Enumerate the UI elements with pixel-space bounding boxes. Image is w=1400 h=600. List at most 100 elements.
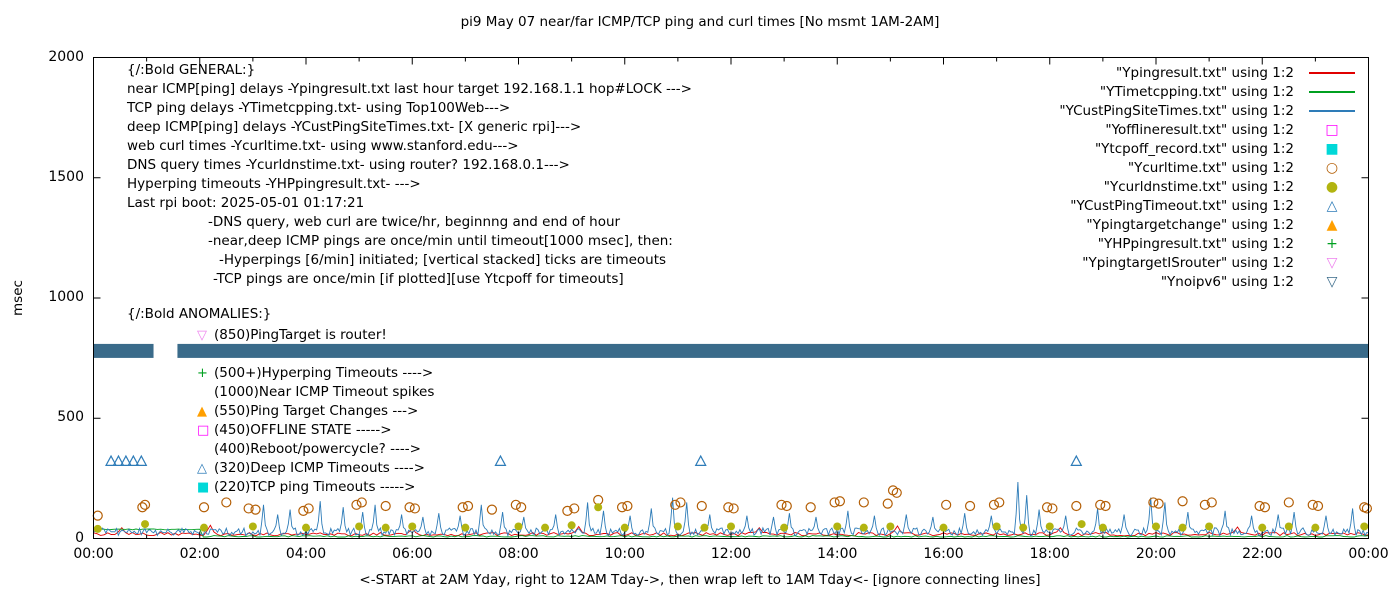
series-Ycurltime.txt xyxy=(569,503,580,514)
series-YCustPingTimeout.txt xyxy=(119,454,132,466)
anomaly-line: (400)Reboot/powercycle? ----> xyxy=(197,441,421,460)
series-Ycurltime.txt xyxy=(675,497,686,508)
series-Ycurltime.txt xyxy=(834,496,846,507)
series-Ycurltime.txt xyxy=(988,499,1000,510)
series-Ycurltime.txt xyxy=(941,499,952,510)
series-Ycurldnstime.txt xyxy=(1284,522,1293,531)
legend-item: "Ycurldnstime.txt" using 1:2 ● xyxy=(1104,177,1360,196)
general-note-line: Last rpi boot: 2025-05-01 01:17:21 xyxy=(127,195,365,211)
legend-item: "YCustPingTimeout.txt" using 1:2 △ xyxy=(1070,196,1360,215)
y-tick-label: 2000 xyxy=(48,48,84,65)
series-Ycurltime.txt xyxy=(1259,502,1271,513)
series-YTimetcpping.txt xyxy=(93,528,1369,538)
general-note-line: Hyperping timeouts -YHPpingresult.txt- -… xyxy=(127,176,421,192)
series-Ycurltime.txt xyxy=(1283,497,1294,508)
legend-item: "Ypingresult.txt" using 1:2 xyxy=(1116,63,1360,82)
legend-item-label: "Ypingtargetchange" using 1:2 xyxy=(1086,216,1294,233)
legend-marker-filled-circle: ● xyxy=(1325,178,1339,195)
series-Ycurldnstime.txt xyxy=(620,523,629,532)
x-tick-label: 22:00 xyxy=(1242,546,1283,562)
legend-item-label: "Yofflineresult.txt" using 1:2 xyxy=(1105,121,1294,138)
series-Ycurldnstime.txt xyxy=(833,522,842,531)
series-Ycurldnstime.txt xyxy=(1077,520,1086,529)
anomaly-text: (400)Reboot/powercycle? ----> xyxy=(214,441,421,457)
series-Ycurltime.txt xyxy=(1307,499,1318,510)
anomaly-text: (550)Ping Target Changes ---> xyxy=(214,403,419,419)
series-Ycurldnstime.txt xyxy=(567,521,576,530)
series-Ycurltime.txt xyxy=(298,505,309,516)
legend-item: "Yofflineresult.txt" using 1:2 □ xyxy=(1105,120,1360,139)
general-note-line: {/:Bold GENERAL:} xyxy=(127,62,256,78)
series-Ycurltime.txt xyxy=(303,503,314,514)
x-tick-label: 16:00 xyxy=(923,546,964,562)
legend-item: "Ytcpoff_record.txt" using 1:2 ■ xyxy=(1095,139,1360,158)
series-YCustPingTimeout.txt xyxy=(112,454,125,466)
legend-item-label: "Ycurldnstime.txt" using 1:2 xyxy=(1103,178,1294,195)
general-note-line: DNS query times -Ycurldnstime.txt- using… xyxy=(127,157,570,173)
series-Ycurltime.txt xyxy=(409,503,421,514)
series-Ycurltime.txt xyxy=(858,497,869,508)
series-Ycurldnstime.txt xyxy=(1019,523,1028,532)
legend-item-label: "YTimetcpping.txt" using 1:2 xyxy=(1099,83,1294,100)
anomaly-text: (1000)Near ICMP Timeout spikes xyxy=(214,384,435,400)
series-Ycurltime.txt xyxy=(1100,500,1111,512)
series-Ycurldnstime.txt xyxy=(859,523,868,532)
chart-title: pi9 May 07 near/far ICMP/TCP ping and cu… xyxy=(460,14,940,30)
anomaly-marker-filled-triangle: ▲ xyxy=(197,404,207,419)
series-YCustPingTimeout.txt xyxy=(127,454,140,466)
anomaly-line: ▽ (850)PingTarget is router! xyxy=(197,327,387,346)
series-Ycurldnstime.txt xyxy=(248,522,257,531)
anomaly-line: (1000)Near ICMP Timeout spikes xyxy=(197,384,434,403)
general-note-line: near ICMP[ping] delays -Ypingresult.txt … xyxy=(127,81,692,97)
series-Ycurldnstime.txt xyxy=(673,522,682,531)
series-Ycurldnstime.txt xyxy=(141,520,150,529)
series-Ycurltime.txt xyxy=(781,500,792,512)
series-Ycurltime.txt xyxy=(670,499,681,510)
anomaly-line: □ (450)OFFLINE STATE -----> xyxy=(197,422,392,441)
series-Ycurltime.txt xyxy=(891,487,902,498)
series-Ycurldnstime.txt xyxy=(594,503,603,512)
series-Ycurltime.txt xyxy=(1206,497,1217,508)
general-note-line: web curl times -Ycurltime.txt- using www… xyxy=(127,138,519,154)
series-Ycurltime.txt xyxy=(1177,496,1188,507)
legend-item: "Ycurltime.txt" using 1:2 ○ xyxy=(1128,158,1360,177)
series-Ycurltime.txt xyxy=(137,502,148,513)
legend-item: "Ypingtargetchange" using 1:2 ▲ xyxy=(1086,215,1360,234)
legend-line-sample xyxy=(1309,109,1355,112)
y-tick-label: 500 xyxy=(57,409,84,426)
series-Ycurltime.txt xyxy=(1359,502,1370,513)
anomaly-line: + (500+)Hyperping Timeouts ----> xyxy=(197,365,433,384)
series-Ycurltime.txt xyxy=(462,500,474,512)
anomaly-line: △ (320)Deep ICMP Timeouts ----> xyxy=(197,460,425,479)
series-Ycurldnstime.txt xyxy=(541,523,550,532)
series-Ycurltime.txt xyxy=(1153,498,1164,509)
series-Ycurltime.txt xyxy=(1254,500,1265,512)
y-tick-label: 0 xyxy=(75,529,84,546)
anomaly-marker-plus: + xyxy=(197,366,208,381)
series-Ycurldnstime.txt xyxy=(93,524,102,533)
series-Ycurltime.txt xyxy=(516,502,527,513)
legend-item: "YpingtargetISrouter" using 1:2 ▽ xyxy=(1082,253,1360,272)
series-Ycurldnstime.txt xyxy=(1178,523,1187,532)
legend-item-label: "YpingtargetISrouter" using 1:2 xyxy=(1082,254,1294,271)
series-Ycurltime.txt xyxy=(829,497,840,508)
legend-item-label: "YCustPingSiteTimes.txt" using 1:2 xyxy=(1059,102,1294,119)
series-Ycurltime.txt xyxy=(805,502,816,513)
legend-marker-line xyxy=(1304,104,1360,118)
series-Ycurldnstime.txt xyxy=(992,522,1001,531)
series-Ycurltime.txt xyxy=(510,499,521,510)
series-YCustPingTimeout.txt xyxy=(494,454,507,466)
series-Ycurltime.txt xyxy=(728,503,739,514)
series-Ycurltime.txt xyxy=(139,499,151,510)
series-Ycurltime.txt xyxy=(1071,500,1082,512)
legend-line-sample xyxy=(1309,71,1355,74)
series-Ycurldnstime.txt xyxy=(200,523,208,532)
series-Ynoipv6 xyxy=(93,343,154,358)
series-YCustPingTimeout.txt xyxy=(105,454,118,466)
series-Ycurltime.txt xyxy=(250,504,261,515)
x-tick-label: 06:00 xyxy=(392,546,433,562)
series-Ycurldnstime.txt xyxy=(1098,523,1107,532)
y-tick-label: 1500 xyxy=(48,168,84,185)
series-Ycurltime.txt xyxy=(198,502,210,513)
series-Ycurltime.txt xyxy=(887,485,899,496)
